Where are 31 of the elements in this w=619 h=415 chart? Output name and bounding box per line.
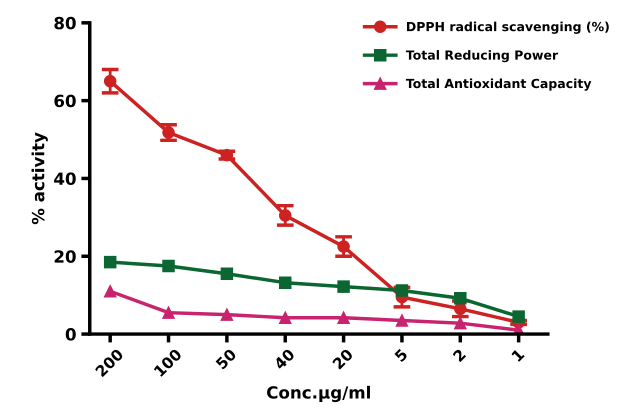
y-tick-label: 80 [54, 16, 76, 30]
point [278, 276, 292, 289]
point [104, 256, 116, 268]
legend-label: DPPH radical scavenging (%) [406, 22, 609, 34]
x-tick-label: 5 [394, 348, 408, 362]
point [220, 308, 234, 321]
legend-label: Total Antioxidant Capacity [406, 78, 592, 91]
x-tick-label: 1 [511, 348, 525, 362]
x-tick-label: 50 [215, 348, 238, 370]
x-tick-label: 40 [273, 348, 296, 370]
point [220, 268, 234, 280]
x-tick-label: 20 [332, 348, 354, 370]
point [454, 316, 467, 330]
point [337, 280, 350, 293]
y-axis-title: % activity [32, 132, 48, 224]
point [337, 311, 350, 324]
point [454, 292, 467, 305]
y-tick-label: 40 [54, 172, 76, 186]
point [396, 284, 408, 297]
point [104, 285, 116, 298]
point [396, 314, 408, 327]
y-tick-label: 60 [54, 94, 76, 108]
y-tick-label: 20 [54, 250, 76, 263]
point [278, 311, 292, 324]
point [162, 306, 175, 319]
point [512, 310, 525, 323]
legend-label: Total Reducing Power [406, 50, 558, 62]
point [162, 260, 175, 272]
x-tick-label: 2 [452, 348, 466, 362]
y-tick-label: 0 [66, 328, 76, 341]
x-axis-title: Conc.µg/ml [267, 386, 370, 402]
